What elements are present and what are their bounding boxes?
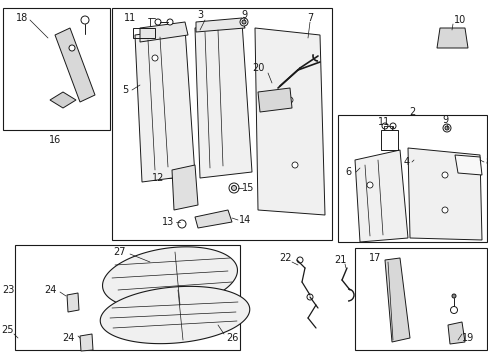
Circle shape (178, 220, 185, 228)
Text: 4: 4 (403, 157, 409, 167)
Text: 20: 20 (251, 63, 264, 73)
Text: 13: 13 (162, 217, 174, 227)
Text: 24: 24 (44, 285, 56, 295)
Circle shape (167, 19, 173, 25)
Circle shape (296, 257, 303, 263)
Circle shape (155, 19, 161, 25)
Text: 9: 9 (241, 10, 246, 20)
Text: 19: 19 (461, 333, 473, 343)
Text: 11: 11 (377, 117, 389, 127)
Polygon shape (384, 258, 409, 342)
Polygon shape (80, 334, 93, 351)
Circle shape (291, 162, 297, 168)
Text: 3: 3 (197, 10, 203, 20)
Text: 15: 15 (242, 183, 254, 193)
Circle shape (366, 182, 372, 188)
Circle shape (381, 123, 387, 129)
Text: 21: 21 (333, 255, 346, 265)
Circle shape (442, 124, 450, 132)
Text: 12: 12 (151, 173, 164, 183)
Text: 17: 17 (368, 253, 381, 263)
Circle shape (152, 55, 158, 61)
Text: 5: 5 (122, 85, 128, 95)
Bar (354, 248, 486, 350)
Text: 6: 6 (344, 167, 350, 177)
Text: 25: 25 (2, 325, 14, 335)
Circle shape (240, 18, 247, 26)
Text: 8: 8 (484, 157, 488, 167)
Polygon shape (196, 18, 244, 32)
Text: 18: 18 (16, 13, 28, 23)
Polygon shape (55, 28, 95, 102)
Circle shape (231, 185, 236, 190)
Text: 23: 23 (2, 285, 14, 295)
Polygon shape (254, 28, 325, 215)
Text: 27: 27 (114, 247, 126, 257)
Bar (3, 8, 110, 130)
Text: 24: 24 (61, 333, 74, 343)
Polygon shape (67, 293, 79, 312)
Polygon shape (102, 247, 237, 309)
Polygon shape (258, 88, 291, 112)
Polygon shape (454, 155, 481, 175)
Circle shape (242, 20, 245, 24)
Circle shape (81, 16, 89, 24)
Circle shape (449, 306, 457, 314)
Polygon shape (100, 286, 249, 344)
Text: 26: 26 (225, 333, 238, 343)
Circle shape (441, 207, 447, 213)
Circle shape (389, 123, 395, 129)
Polygon shape (436, 28, 467, 48)
Bar (380, 130, 397, 150)
Polygon shape (354, 150, 407, 242)
Text: 22: 22 (279, 253, 292, 263)
Polygon shape (407, 148, 481, 240)
Polygon shape (50, 92, 76, 108)
Polygon shape (195, 210, 231, 228)
Circle shape (306, 294, 312, 300)
Text: 14: 14 (238, 215, 251, 225)
Bar (133, 28, 155, 38)
Circle shape (444, 126, 448, 130)
Bar (337, 115, 486, 242)
Text: 9: 9 (441, 115, 447, 125)
Bar (15, 245, 240, 350)
Circle shape (69, 45, 75, 51)
Polygon shape (195, 22, 251, 178)
Text: 11: 11 (123, 13, 136, 23)
Text: 16: 16 (49, 135, 61, 145)
Text: 10: 10 (453, 15, 465, 25)
Circle shape (286, 97, 292, 103)
Circle shape (451, 294, 455, 298)
Bar (112, 8, 331, 240)
Polygon shape (140, 22, 187, 42)
Polygon shape (172, 165, 198, 210)
Text: 2: 2 (408, 107, 414, 117)
Text: 7: 7 (306, 13, 312, 23)
Polygon shape (135, 28, 195, 182)
Circle shape (228, 183, 239, 193)
Circle shape (441, 172, 447, 178)
Polygon shape (447, 322, 464, 344)
